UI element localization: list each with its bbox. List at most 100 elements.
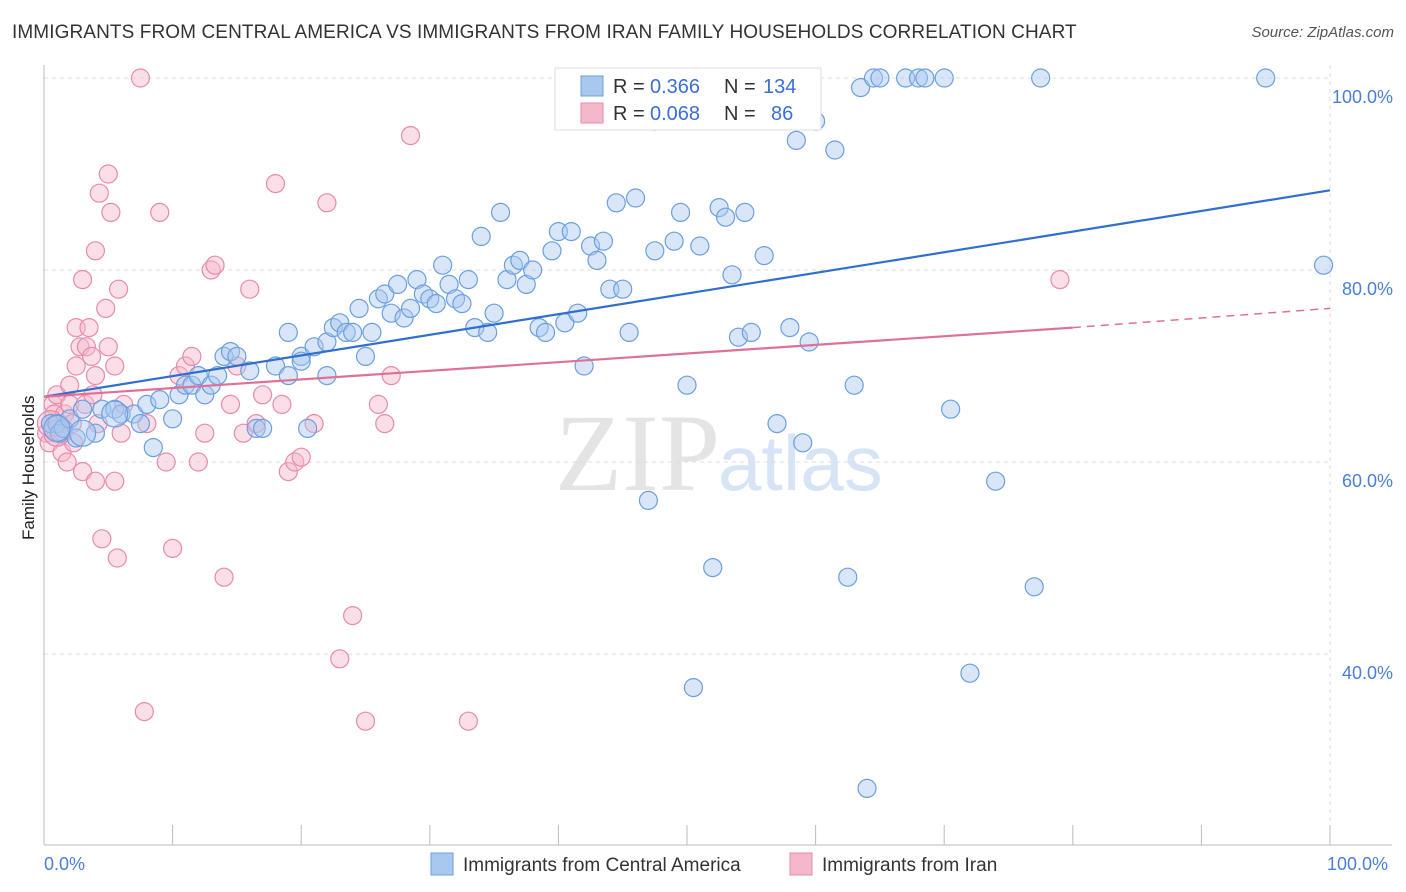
data-point xyxy=(291,447,311,467)
data-point xyxy=(767,414,787,434)
data-point xyxy=(76,337,97,357)
data-point xyxy=(278,366,298,386)
stats-legend: R = 0.366 N = 134 R = 0.068 N = 86 xyxy=(554,67,822,131)
data-point xyxy=(561,222,581,242)
data-point xyxy=(57,452,77,472)
data-point xyxy=(272,394,292,414)
data-point xyxy=(593,231,614,251)
legend-blue-n-label: N = xyxy=(724,76,756,98)
data-point xyxy=(278,462,298,482)
data-point xyxy=(278,322,298,342)
trend-lines xyxy=(43,189,1331,398)
data-point xyxy=(85,366,106,386)
data-point xyxy=(137,414,157,434)
data-point xyxy=(355,346,376,366)
data-point xyxy=(606,193,626,213)
bottom-legend-pink-label: Immigrants from Iran xyxy=(822,855,997,876)
data-point xyxy=(1031,68,1051,88)
data-point xyxy=(722,265,742,285)
data-point xyxy=(407,270,427,290)
data-point xyxy=(188,452,208,472)
data-point xyxy=(66,356,86,376)
data-point xyxy=(452,294,472,314)
data-point xyxy=(625,188,646,208)
data-point xyxy=(336,322,356,342)
data-point xyxy=(240,279,260,299)
data-point xyxy=(72,399,93,419)
data-point xyxy=(330,313,350,333)
data-point xyxy=(163,538,183,559)
data-point xyxy=(137,394,157,414)
data-point xyxy=(72,270,93,290)
data-point xyxy=(941,399,961,419)
data-point xyxy=(471,226,491,246)
data-point xyxy=(587,250,607,270)
bottom-legend-blue-label: Immigrants from Central America xyxy=(463,855,741,876)
data-point xyxy=(478,322,498,342)
x-tick-label-max: 100.0% xyxy=(1327,854,1388,874)
data-point xyxy=(394,308,414,328)
x-tick-label-min: 0.0% xyxy=(44,854,85,874)
data-point xyxy=(690,236,710,256)
data-point xyxy=(98,164,118,184)
data-point xyxy=(986,471,1006,491)
data-point xyxy=(81,346,102,366)
data-point xyxy=(169,385,189,405)
trend-line-iran-extension xyxy=(1072,307,1331,329)
data-point xyxy=(619,322,639,342)
data-point xyxy=(735,202,755,222)
data-point xyxy=(915,68,935,88)
data-point xyxy=(85,471,106,491)
data-point xyxy=(233,423,253,443)
data-point xyxy=(156,452,176,472)
data-point xyxy=(163,409,183,429)
data-point xyxy=(220,394,241,414)
data-point xyxy=(388,274,408,294)
y-tick-labels: 40.0% 60.0% 80.0% 100.0% xyxy=(1332,87,1393,683)
data-point xyxy=(535,322,556,342)
data-point xyxy=(265,356,286,376)
data-point xyxy=(375,284,395,304)
data-point xyxy=(111,423,131,443)
data-point xyxy=(253,385,273,405)
data-point xyxy=(134,701,154,722)
data-point xyxy=(664,231,684,251)
y-tick-label: 40.0% xyxy=(1342,663,1393,683)
data-point xyxy=(72,462,93,482)
legend-pink-swatch xyxy=(580,102,604,124)
data-point xyxy=(516,274,536,294)
data-point xyxy=(182,346,202,366)
legend-pink-r-value: 0.068 xyxy=(650,103,700,125)
data-point xyxy=(53,418,73,438)
data-point xyxy=(793,433,813,453)
data-point xyxy=(613,279,633,299)
data-point xyxy=(130,68,151,88)
data-point xyxy=(330,649,350,669)
data-point xyxy=(458,711,478,731)
data-point xyxy=(195,423,215,443)
data-point xyxy=(844,375,864,395)
data-point xyxy=(96,298,116,318)
data-point xyxy=(227,346,247,366)
data-point xyxy=(960,663,980,683)
data-point xyxy=(400,298,421,318)
watermark-zip: ZIP xyxy=(555,392,720,514)
data-point xyxy=(400,126,421,146)
data-point xyxy=(728,327,749,347)
data-point xyxy=(838,567,858,587)
data-point xyxy=(580,236,601,256)
data-point xyxy=(458,270,478,290)
data-point xyxy=(490,202,511,222)
data-point xyxy=(253,418,273,438)
data-point xyxy=(66,428,86,448)
data-point xyxy=(1024,577,1044,597)
data-point xyxy=(355,711,376,731)
data-point xyxy=(863,68,884,88)
data-point xyxy=(426,294,446,314)
data-point xyxy=(934,68,954,88)
data-point xyxy=(497,270,517,290)
data-point xyxy=(317,193,337,213)
data-point xyxy=(343,605,363,626)
legend-blue-r-label: R = xyxy=(613,76,645,98)
data-point-large xyxy=(43,414,71,442)
